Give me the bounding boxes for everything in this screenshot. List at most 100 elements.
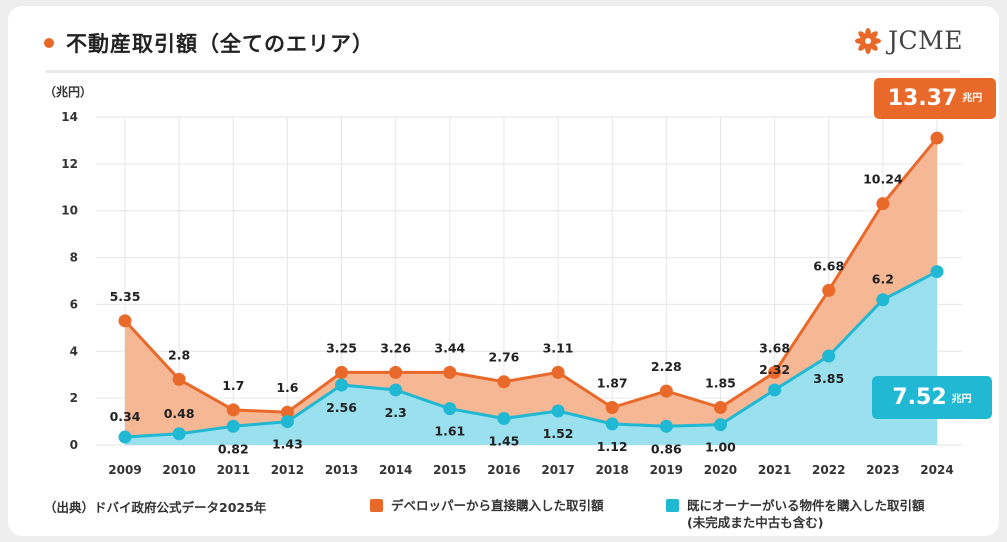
point-resale-2021 xyxy=(768,383,782,397)
point-developer-2021 xyxy=(768,365,782,379)
label-developer-2016: 2.76 xyxy=(489,350,520,365)
y-tick-label-8: 8 xyxy=(70,251,78,265)
title-block: 不動産取引額（全てのエリア） xyxy=(44,28,374,58)
label-resale-2010: 0.48 xyxy=(164,406,195,421)
legend-label-resale-main: 既にオーナーがいる物件を購入した取引額 xyxy=(687,498,925,513)
point-developer-2014 xyxy=(389,365,403,379)
label-developer-2013: 3.25 xyxy=(326,340,357,355)
legend-label-resale: 既にオーナーがいる物件を購入した取引額 (未完成また中古も含む) xyxy=(687,497,925,531)
y-tick-label-10: 10 xyxy=(61,204,78,218)
point-resale-2009 xyxy=(118,430,132,444)
x-tick-label-2024: 2024 xyxy=(920,463,953,477)
x-tick-label-2020: 2020 xyxy=(704,463,737,477)
point-developer-2018 xyxy=(605,401,619,415)
x-tick-label-2018: 2018 xyxy=(595,463,628,477)
label-developer-2012: 1.6 xyxy=(276,380,298,395)
y-tick-label-0: 0 xyxy=(70,438,78,452)
legend-item-resale: 既にオーナーがいる物件を購入した取引額 (未完成また中古も含む) xyxy=(666,497,925,531)
callout-total-unit: 兆円 xyxy=(962,93,983,105)
callout-total-value: 13.37 xyxy=(887,86,958,112)
title-bullet-icon xyxy=(44,38,54,48)
point-resale-2020 xyxy=(713,418,727,432)
label-resale-2012: 1.43 xyxy=(272,437,303,452)
point-resale-2016 xyxy=(497,412,511,426)
point-developer-2015 xyxy=(443,365,457,379)
y-tick-label-14: 14 xyxy=(61,110,78,124)
legend-swatch-blue xyxy=(666,499,679,512)
x-tick-label-2014: 2014 xyxy=(379,463,412,477)
series-lines xyxy=(123,137,939,439)
label-developer-2020: 1.85 xyxy=(705,376,736,391)
point-resale-2023 xyxy=(876,293,890,307)
label-resale-2015: 1.61 xyxy=(434,424,465,439)
legend-swatch-orange xyxy=(370,499,383,512)
label-developer-2009: 5.35 xyxy=(110,289,141,304)
label-resale-2022: 3.85 xyxy=(813,371,844,386)
callout-resale-unit: 兆円 xyxy=(951,393,972,405)
point-resale-2015 xyxy=(443,402,457,416)
y-tick-label-12: 12 xyxy=(61,157,78,171)
callout-total-2024: 13.37 兆円 xyxy=(874,78,996,120)
x-tick-label-2015: 2015 xyxy=(433,463,466,477)
title-divider xyxy=(46,70,960,73)
point-resale-2011 xyxy=(226,419,240,433)
data-points xyxy=(118,131,944,444)
x-tick-label-2012: 2012 xyxy=(271,463,304,477)
x-tick-label-2011: 2011 xyxy=(217,463,250,477)
label-developer-2018: 1.87 xyxy=(597,376,628,391)
point-developer-2022 xyxy=(822,283,836,297)
area-fill-resale xyxy=(125,271,937,445)
point-resale-2012 xyxy=(280,415,294,429)
label-resale-2009: 0.34 xyxy=(110,409,141,424)
series-line-developer xyxy=(123,137,939,414)
x-tick-label-2016: 2016 xyxy=(487,463,520,477)
x-tick-label-2017: 2017 xyxy=(541,463,574,477)
legend-item-developer: デベロッパーから直接購入した取引額 xyxy=(370,497,604,514)
logo-text: JCME xyxy=(888,26,963,55)
label-resale-2018: 1.12 xyxy=(597,439,628,454)
label-resale-2021: 2.32 xyxy=(759,362,790,377)
x-tick-label-2022: 2022 xyxy=(812,463,845,477)
source-note: （出典）ドバイ政府公式データ2025年 xyxy=(44,500,267,515)
point-developer-2017 xyxy=(551,365,565,379)
legend-label-resale-note: (未完成また中古も含む) xyxy=(687,515,824,530)
point-resale-2018 xyxy=(605,417,619,431)
point-developer-2024 xyxy=(930,131,944,145)
point-developer-2009 xyxy=(118,314,132,328)
y-tick-label-2: 2 xyxy=(70,391,78,405)
label-developer-2019: 2.28 xyxy=(651,359,682,374)
y-tick-label-6: 6 xyxy=(70,297,78,311)
point-resale-2013 xyxy=(335,378,349,392)
point-resale-2022 xyxy=(822,349,836,363)
point-developer-2010 xyxy=(172,372,186,386)
label-developer-2014: 3.26 xyxy=(380,340,411,355)
x-tick-label-2021: 2021 xyxy=(758,463,791,477)
label-resale-2017: 1.52 xyxy=(543,426,574,441)
point-resale-2024 xyxy=(930,265,944,279)
point-developer-2013 xyxy=(335,365,349,379)
label-resale-2016: 1.45 xyxy=(489,434,520,449)
label-developer-2011: 1.7 xyxy=(222,378,244,393)
data-labels: 5.35 2.8 1.7 1.6 3.25 3.26 3.44 2.76 3.11 1.87 2.2… xyxy=(110,172,903,457)
label-resale-2013: 2.56 xyxy=(326,400,357,415)
label-developer-2023: 10.24 xyxy=(863,172,903,187)
jcme-logo: JCME xyxy=(854,26,963,55)
label-resale-2023: 6.2 xyxy=(872,272,894,287)
x-tick-label-2010: 2010 xyxy=(162,463,195,477)
label-developer-2010: 2.8 xyxy=(168,347,190,362)
point-resale-2010 xyxy=(172,427,186,441)
point-developer-2011 xyxy=(226,403,240,417)
point-resale-2017 xyxy=(551,404,565,418)
label-developer-2015: 3.44 xyxy=(434,340,465,355)
x-tick-label-2019: 2019 xyxy=(650,463,683,477)
label-resale-2020: 1.00 xyxy=(705,440,736,455)
point-developer-2012 xyxy=(280,405,294,419)
point-developer-2019 xyxy=(659,384,673,398)
point-developer-2023 xyxy=(876,197,890,211)
x-tick-label-2023: 2023 xyxy=(866,463,899,477)
point-resale-2019 xyxy=(659,419,673,433)
point-developer-2016 xyxy=(497,375,511,389)
x-tick-label-2013: 2013 xyxy=(325,463,358,477)
x-tick-label-2009: 2009 xyxy=(108,463,141,477)
